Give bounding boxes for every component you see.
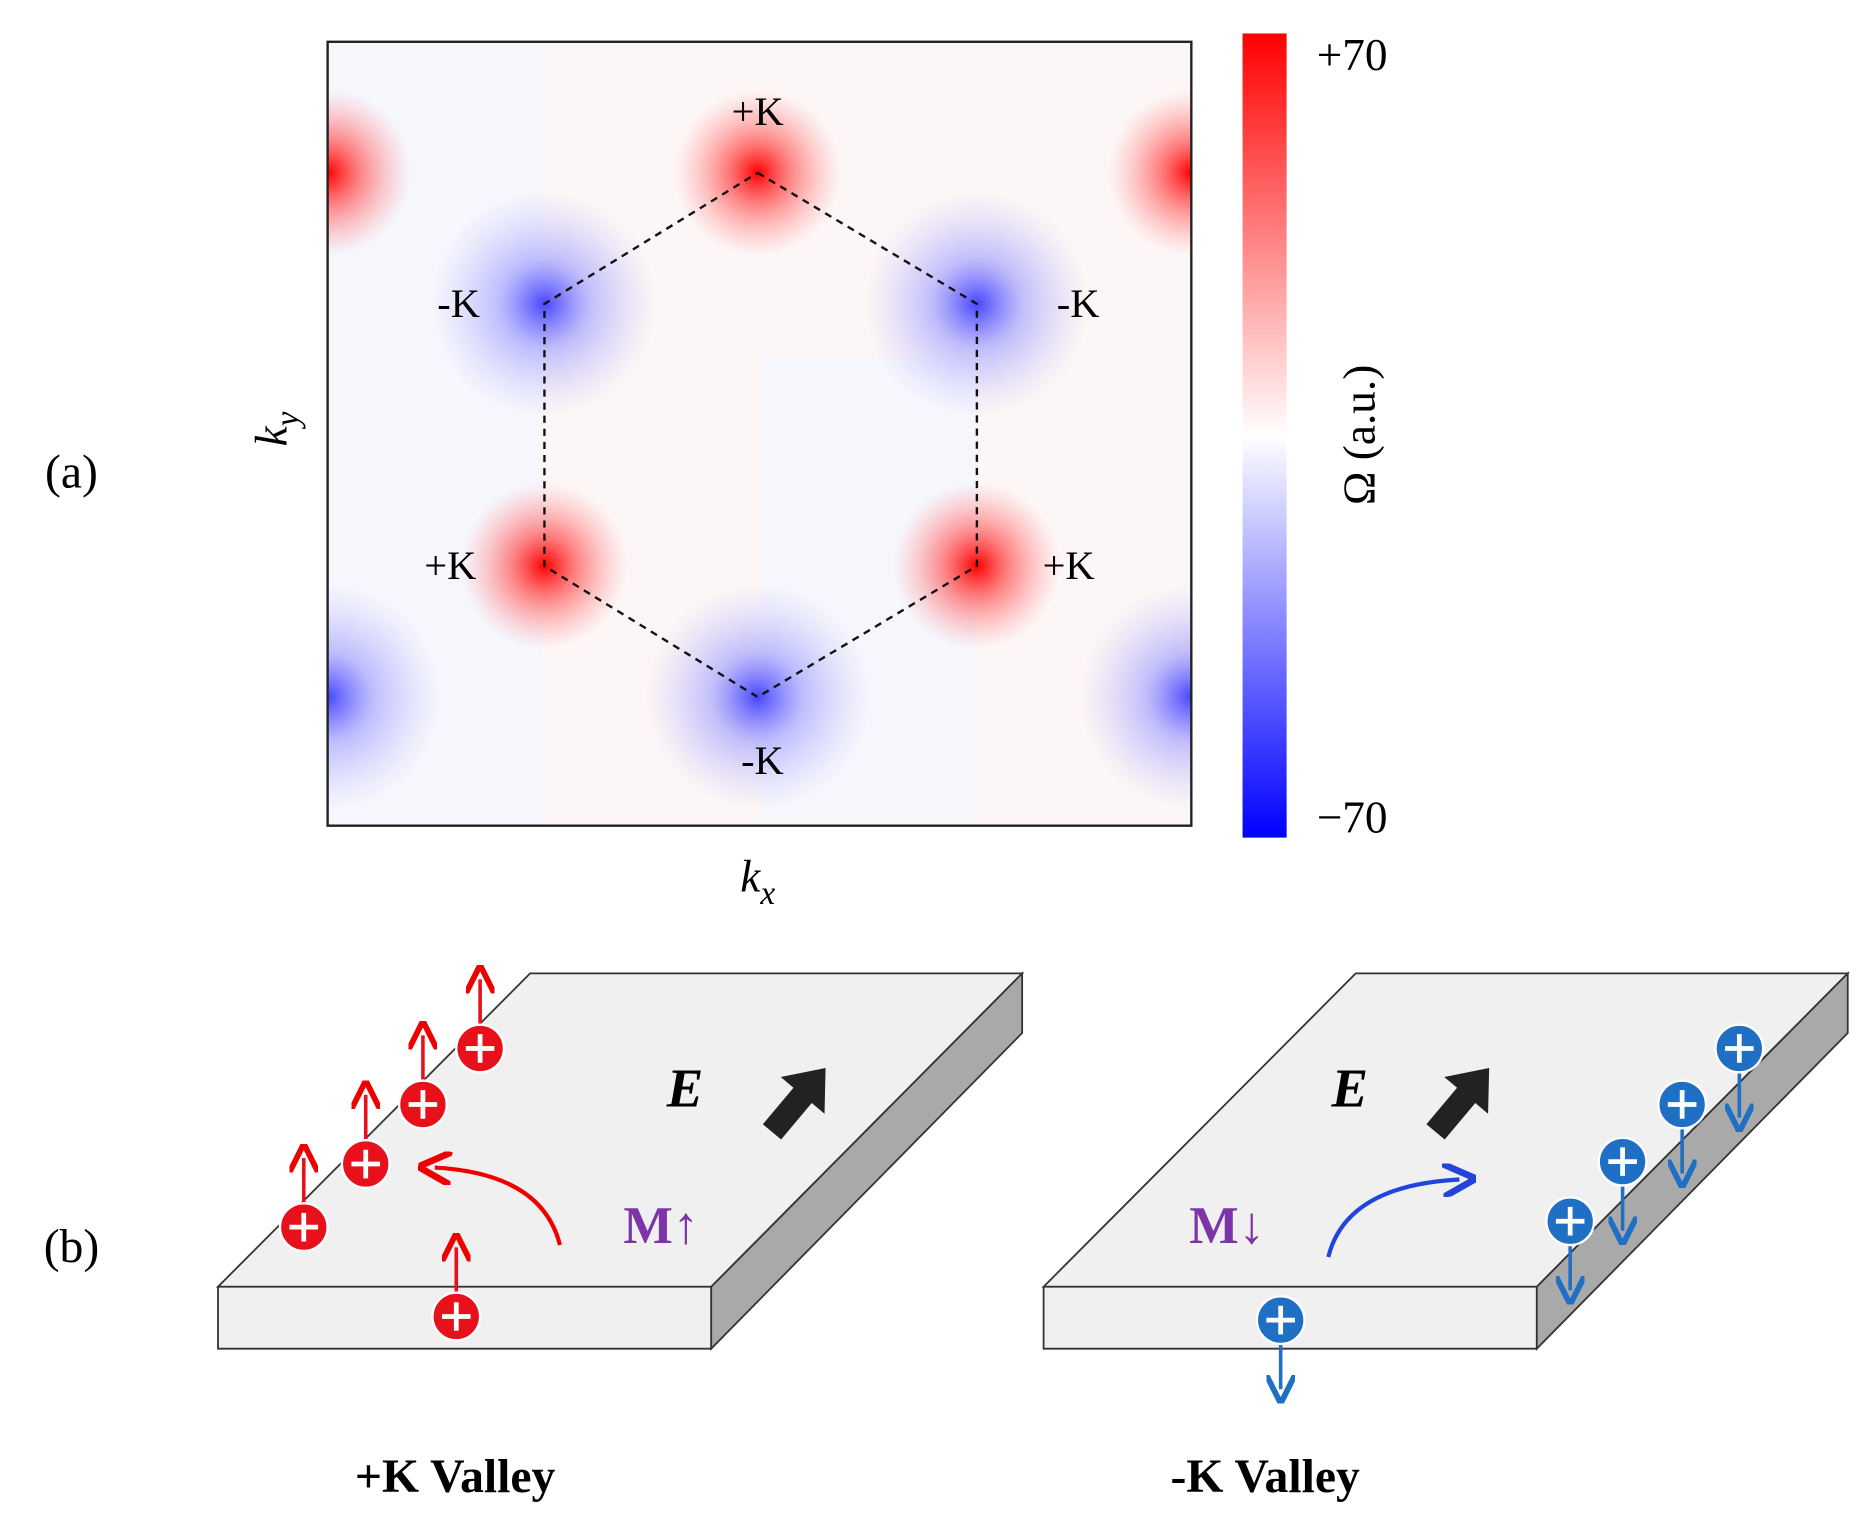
field-arrow <box>762 1067 826 1140</box>
plus-sign <box>1555 1206 1585 1236</box>
plot-frame <box>326 40 1193 827</box>
valley-spot <box>1107 89 1192 257</box>
valley-label: +K <box>424 543 476 588</box>
valley-spot <box>644 583 871 811</box>
plus-sign <box>1725 1034 1754 1063</box>
caption: +K Valley <box>355 1451 556 1503</box>
plus-sign <box>1266 1305 1295 1335</box>
valley-spot <box>1078 583 1192 811</box>
hall-arrow <box>1326 1180 1459 1258</box>
valley-label: -K <box>741 738 784 783</box>
plus-sign <box>408 1090 438 1119</box>
colorbar-min: −70 <box>1317 793 1388 843</box>
hall-arrow <box>435 1168 562 1246</box>
y-axis-label: ky <box>247 411 307 446</box>
field-label: E <box>666 1057 704 1118</box>
colorbar <box>1242 33 1287 838</box>
plus-sign <box>465 1034 495 1063</box>
slab-side <box>710 971 1024 1351</box>
caption: -K Valley <box>1171 1451 1360 1503</box>
field-label: E <box>1330 1057 1368 1118</box>
colorbar-max: +70 <box>1317 30 1388 80</box>
magnet-label: M↑ <box>623 1197 699 1255</box>
brillouin-zone <box>543 171 979 699</box>
plus-sign <box>441 1302 471 1331</box>
valley-spot <box>327 89 411 257</box>
valley-label: -K <box>437 281 480 326</box>
valley-label: -K <box>1057 281 1100 326</box>
valley-label: +K <box>1043 543 1095 588</box>
panel-label: (b) <box>44 1221 100 1273</box>
x-axis-label: kx <box>740 852 775 912</box>
colorbar-label: Ω (a.u.) <box>1334 365 1384 505</box>
field-arrow <box>1426 1067 1490 1140</box>
panel-label: (a) <box>45 447 98 499</box>
heatmap <box>327 41 1192 826</box>
plus-sign <box>1608 1147 1637 1176</box>
valley-spot <box>327 583 441 811</box>
plus-sign <box>351 1149 381 1179</box>
magnet-label: M↓ <box>1189 1197 1265 1255</box>
valley-label: +K <box>732 89 784 134</box>
plus-sign <box>289 1212 319 1242</box>
plus-sign <box>1667 1090 1697 1119</box>
